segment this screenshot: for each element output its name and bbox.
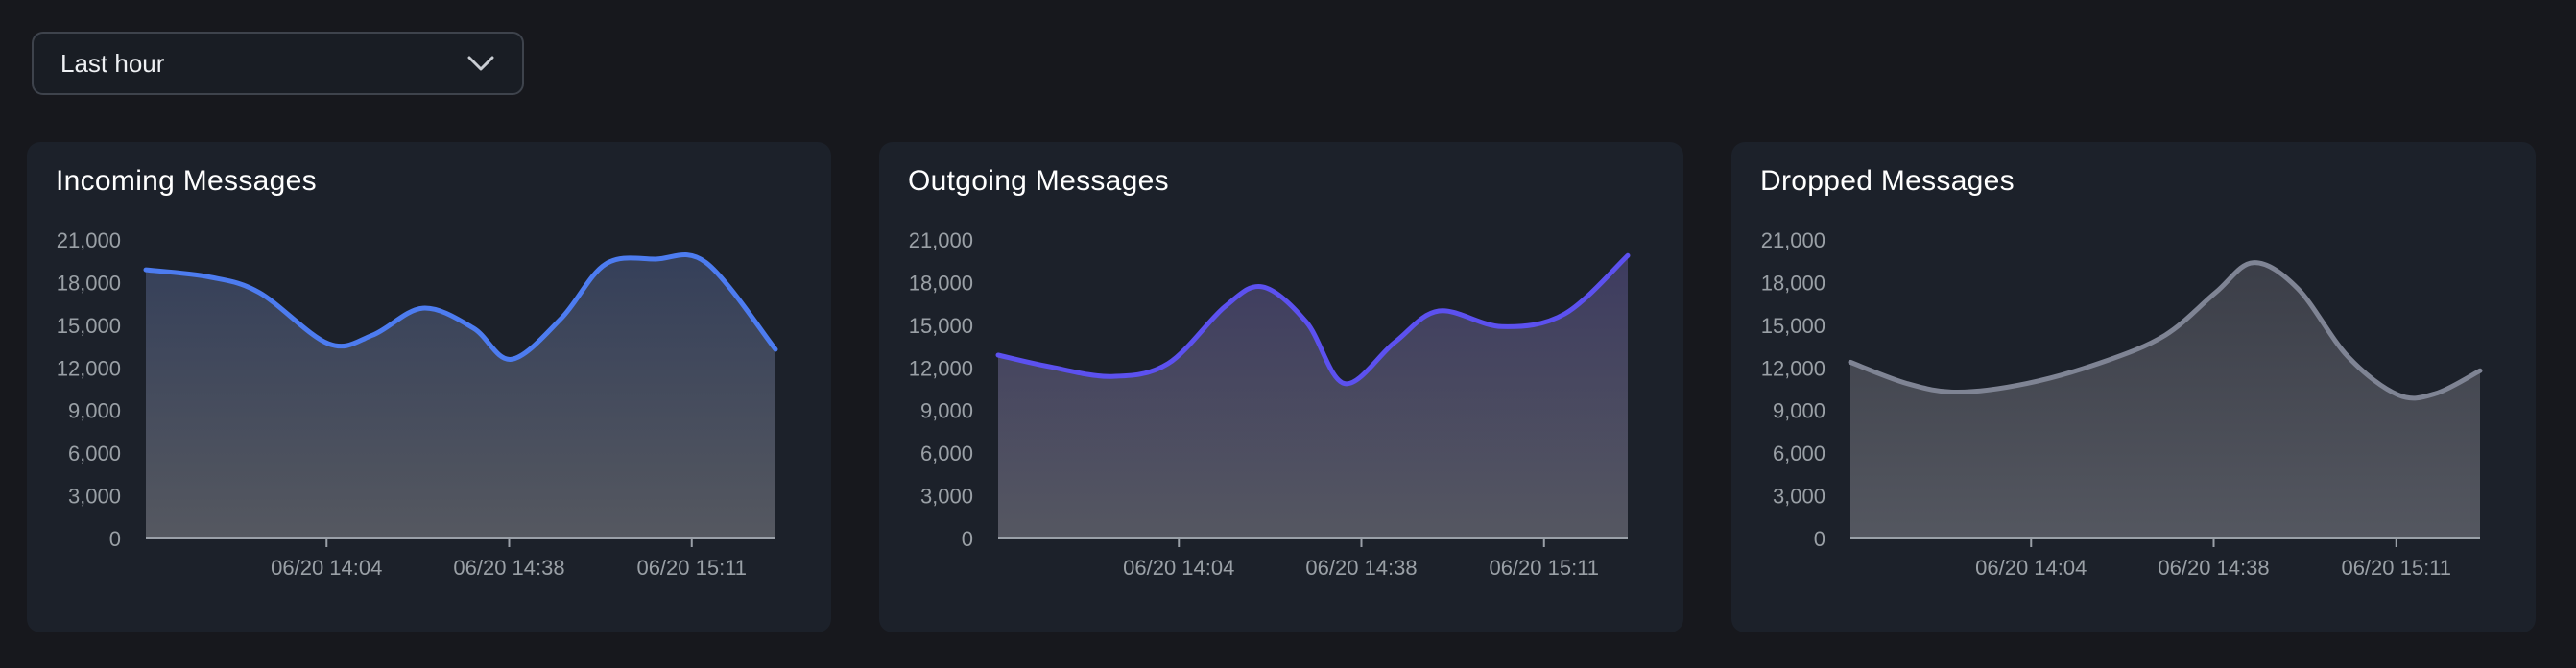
chart-title: Incoming Messages <box>56 165 317 197</box>
y-axis-tick-label: 15,000 <box>1761 314 1825 338</box>
y-axis-tick-label: 3,000 <box>68 485 121 509</box>
area-fill <box>1850 262 2480 538</box>
y-axis-tick-label: 18,000 <box>57 271 121 295</box>
x-axis-tick-label: 06/20 14:38 <box>1305 556 1417 580</box>
toolbar: Last hour <box>32 32 524 95</box>
x-axis-tick-label: 06/20 14:38 <box>2158 556 2269 580</box>
y-axis-tick-label: 0 <box>1814 527 1825 551</box>
chevron-down-icon <box>467 56 494 71</box>
x-axis-tick-label: 06/20 15:11 <box>636 556 747 580</box>
y-axis-tick-label: 0 <box>962 527 973 551</box>
series-line <box>1848 260 2483 401</box>
x-axis-tick-label: 06/20 14:04 <box>271 556 382 580</box>
y-axis-tick-label: 3,000 <box>920 485 973 509</box>
charts-row: Incoming Messages 06/20 14:04 06/20 14:38… <box>27 142 2536 632</box>
x-axis-tick-label: 06/20 14:04 <box>1975 556 2087 580</box>
chart-canvas-incoming[interactable]: 06/20 14:04 06/20 14:38 06/20 15:11 0 3,000 6… <box>27 209 831 612</box>
y-axis-tick-label: 18,000 <box>909 271 973 295</box>
series-line <box>143 252 778 362</box>
series-line <box>995 252 1631 387</box>
chart-title: Dropped Messages <box>1760 165 2015 197</box>
y-axis-tick-label: 12,000 <box>57 356 121 380</box>
area-fill <box>998 255 1628 538</box>
chart-canvas-outgoing[interactable]: 06/20 14:04 06/20 14:38 06/20 15:11 0 3,000 6… <box>879 209 1683 612</box>
x-axis-tick-label: 06/20 14:04 <box>1123 556 1234 580</box>
y-axis-tick-label: 3,000 <box>1773 485 1825 509</box>
y-axis-tick-label: 21,000 <box>57 228 121 252</box>
panel-incoming-messages: Incoming Messages 06/20 14:04 06/20 14:38… <box>27 142 831 632</box>
y-axis-tick-label: 6,000 <box>920 441 973 465</box>
y-axis-tick-label: 6,000 <box>1773 441 1825 465</box>
panel-dropped-messages: Dropped Messages 06/20 14:04 06/20 14:38 0… <box>1731 142 2536 632</box>
chart-canvas-dropped[interactable]: 06/20 14:04 06/20 14:38 06/20 15:11 0 3,000 6… <box>1731 209 2536 612</box>
y-axis-tick-label: 15,000 <box>909 314 973 338</box>
panel-outgoing-messages: Outgoing Messages 06/20 14:04 06/20 14:38… <box>879 142 1683 632</box>
chart-title: Outgoing Messages <box>908 165 1169 197</box>
y-axis-tick-label: 0 <box>109 527 121 551</box>
y-axis-tick-label: 21,000 <box>909 228 973 252</box>
x-axis-tick-label: 06/20 15:11 <box>1489 556 1599 580</box>
y-axis-tick-label: 9,000 <box>1773 399 1825 423</box>
y-axis-tick-label: 9,000 <box>920 399 973 423</box>
y-axis-tick-label: 12,000 <box>1761 356 1825 380</box>
time-range-value: Last hour <box>60 48 165 78</box>
x-axis-tick-label: 06/20 15:11 <box>2341 556 2451 580</box>
y-axis-tick-label: 21,000 <box>1761 228 1825 252</box>
y-axis-tick-label: 6,000 <box>68 441 121 465</box>
y-axis-tick-label: 15,000 <box>57 314 121 338</box>
time-range-dropdown[interactable]: Last hour <box>32 32 524 95</box>
area-fill <box>146 254 775 538</box>
y-axis-tick-label: 12,000 <box>909 356 973 380</box>
x-axis-tick-label: 06/20 14:38 <box>453 556 564 580</box>
y-axis-tick-label: 18,000 <box>1761 271 1825 295</box>
y-axis-tick-label: 9,000 <box>68 399 121 423</box>
